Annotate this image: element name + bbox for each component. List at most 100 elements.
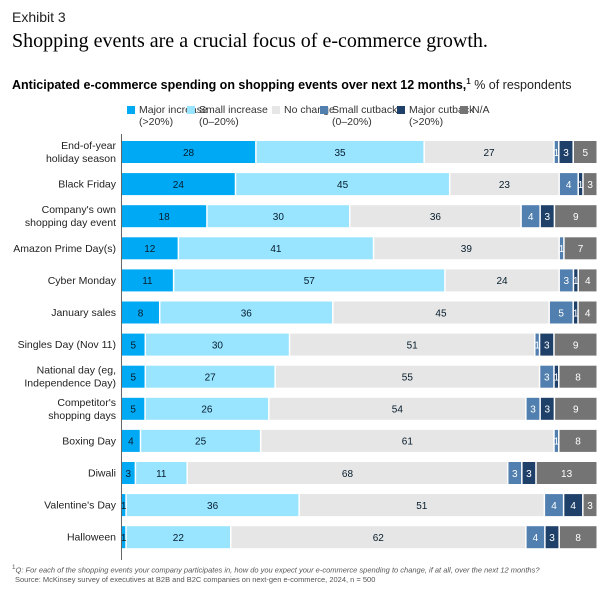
data-label: 1 — [121, 501, 127, 512]
category-label: Halloween — [67, 532, 116, 544]
data-label: 8 — [575, 533, 581, 544]
data-label: 3 — [544, 340, 550, 351]
bar-segment-small-increase — [256, 141, 424, 163]
data-label: 54 — [392, 405, 404, 416]
data-label: 24 — [496, 276, 508, 287]
bar-segment-no-change — [333, 301, 549, 324]
legend-sublabel: (>20%) — [409, 116, 444, 128]
bar-segment-small-increase — [126, 494, 299, 517]
bar-segment-major-increase — [122, 526, 126, 549]
bar-segment-n-a — [559, 526, 597, 549]
data-label: 4 — [128, 437, 134, 448]
bar-segment-n-a — [583, 173, 597, 196]
bar-segment-no-change — [450, 173, 559, 196]
category-label-line: shopping day event — [25, 217, 116, 229]
bar-segment-no-change — [269, 397, 526, 420]
data-label: 51 — [416, 501, 428, 512]
data-label: 22 — [173, 533, 185, 544]
category-label-line: Independence Day) — [24, 378, 116, 390]
bar-segment-small-cutback — [554, 141, 559, 163]
bar-segment-n-a — [555, 205, 597, 228]
category-label: Competitor's shopping days — [48, 397, 116, 422]
data-label: 3 — [544, 373, 550, 384]
data-label: 18 — [159, 212, 171, 223]
data-label: 4 — [528, 212, 534, 223]
data-label: 4 — [533, 533, 539, 544]
bar-segment-major-increase — [122, 269, 173, 292]
data-label: 36 — [207, 501, 219, 512]
data-label: 27 — [484, 148, 496, 159]
bar-segment-small-increase — [141, 429, 260, 452]
legend-swatch — [187, 106, 195, 114]
category-label-line: Company's own — [42, 204, 117, 216]
bar-segment-major-increase — [122, 205, 207, 228]
data-label: 9 — [573, 212, 579, 223]
legend-label: N/A — [472, 104, 490, 116]
category-label: Cyber Monday — [48, 275, 117, 287]
bar-segment-major-increase — [122, 141, 256, 163]
data-label: 4 — [585, 276, 591, 287]
bar-segment-small-cutback — [554, 429, 559, 452]
data-label: 1 — [121, 533, 127, 544]
data-label: 8 — [138, 308, 144, 319]
data-label: 1 — [554, 437, 560, 448]
legend-sublabel: (>20%) — [139, 116, 174, 128]
data-label: 8 — [575, 437, 581, 448]
legend: Major increase (>20%) Small increase (0–20%… — [0, 104, 616, 132]
bar-segment-major-increase — [122, 173, 235, 196]
data-label: 3 — [564, 276, 570, 287]
category-label: End-of-year holiday season — [46, 140, 117, 165]
bar-segment-small-cutback — [526, 526, 545, 549]
data-label: 26 — [201, 405, 213, 416]
data-label: 35 — [334, 148, 346, 159]
bar-segment-no-change — [374, 237, 559, 260]
bar-segment-major-cutback — [564, 494, 583, 517]
category-label-line: holiday season — [46, 153, 116, 165]
data-label: 5 — [130, 405, 136, 416]
bar-segment-small-increase — [145, 397, 269, 420]
bar-segment-no-change — [231, 526, 526, 549]
data-label: 30 — [212, 340, 224, 351]
bar-segment-small-increase — [146, 365, 275, 388]
data-label: 36 — [241, 308, 253, 319]
bar-segment-small-increase — [207, 205, 349, 228]
data-label: 3 — [587, 180, 593, 191]
data-label: 1 — [573, 308, 579, 319]
data-label: 9 — [573, 340, 579, 351]
data-label: 1 — [578, 180, 584, 191]
data-label: 1 — [573, 276, 579, 287]
bar-segment-major-increase — [122, 333, 145, 356]
category-label-line: National day (eg, — [37, 365, 116, 377]
data-label: 28 — [183, 148, 195, 159]
bar-segment-major-cutback — [540, 205, 554, 228]
data-label: 45 — [337, 180, 349, 191]
bar-segment-no-change — [261, 429, 554, 452]
bar-segment-major-cutback — [573, 301, 578, 324]
bar-segment-no-change — [290, 333, 534, 356]
bar-segment-small-cutback — [549, 301, 573, 324]
data-label: 5 — [130, 373, 136, 384]
data-label: 4 — [551, 501, 557, 512]
bar-segment-major-increase — [122, 429, 140, 452]
bar-segment-small-increase — [179, 237, 373, 260]
bar-segment-no-change — [424, 141, 554, 163]
category-label-line: shopping days — [48, 410, 116, 422]
exhibit-label: Exhibit 3 — [12, 9, 66, 25]
data-label: 4 — [570, 501, 576, 512]
chart-title: Shopping events are a crucial focus of e… — [12, 30, 488, 52]
data-label: 30 — [273, 212, 285, 223]
category-label: January sales — [51, 307, 116, 319]
legend-swatch — [320, 106, 328, 114]
category-label: Company's own shopping day event — [25, 204, 116, 229]
legend-swatch — [397, 106, 405, 114]
bar-segment-small-increase — [136, 462, 187, 484]
data-label: 4 — [585, 308, 591, 319]
category-label-line: End-of-year — [61, 140, 116, 152]
bar-segment-n-a — [555, 397, 597, 420]
bar-segment-small-cutback — [535, 333, 539, 356]
footnote: 1Q: For each of the shopping events your… — [12, 563, 540, 584]
bar-segment-major-increase — [122, 397, 145, 420]
data-label: 36 — [430, 212, 442, 223]
footnote-ref: 1 — [466, 77, 471, 86]
bar-segment-major-cutback — [554, 365, 559, 388]
